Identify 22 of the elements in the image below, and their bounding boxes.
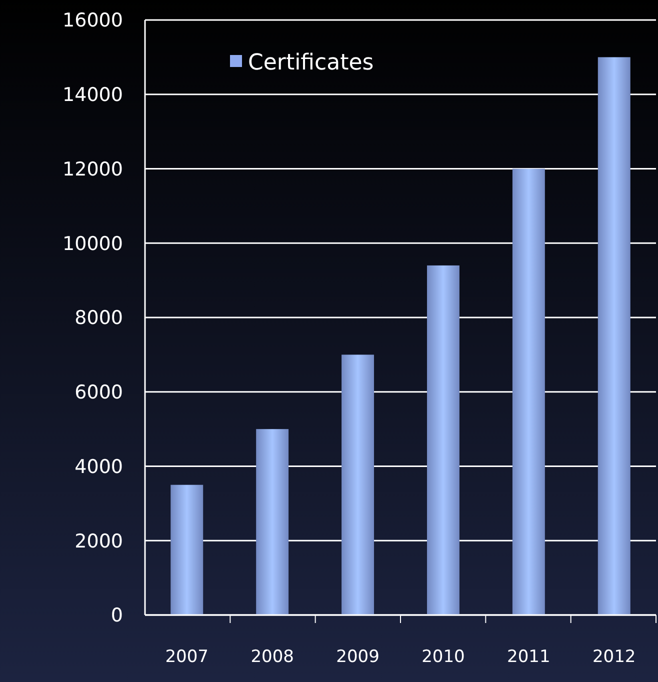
y-tick-label: 16000 [62,10,123,32]
x-tick-label: 2009 [336,647,380,667]
bar [256,429,289,615]
y-tick-label: 14000 [62,84,123,106]
bar [342,354,374,615]
y-tick-label: 12000 [62,158,123,180]
bar [170,484,204,615]
y-tick-label: 6000 [74,382,123,404]
x-tick-label: 2007 [165,647,209,667]
legend-label: Certificates [248,50,374,76]
y-tick-label: 10000 [62,232,123,255]
x-tick-label: 2008 [250,647,294,667]
y-tick-label: 4000 [74,456,123,478]
x-tick-label: 2011 [507,647,550,667]
x-tick-label: 2010 [422,647,465,667]
y-tick-label: 8000 [74,307,123,330]
x-tick-label: 2012 [592,647,636,667]
bar [512,168,545,615]
bar [598,57,630,615]
bar [426,265,460,615]
y-tick-label: 2000 [74,530,123,552]
y-tick-label: 0 [110,604,123,627]
